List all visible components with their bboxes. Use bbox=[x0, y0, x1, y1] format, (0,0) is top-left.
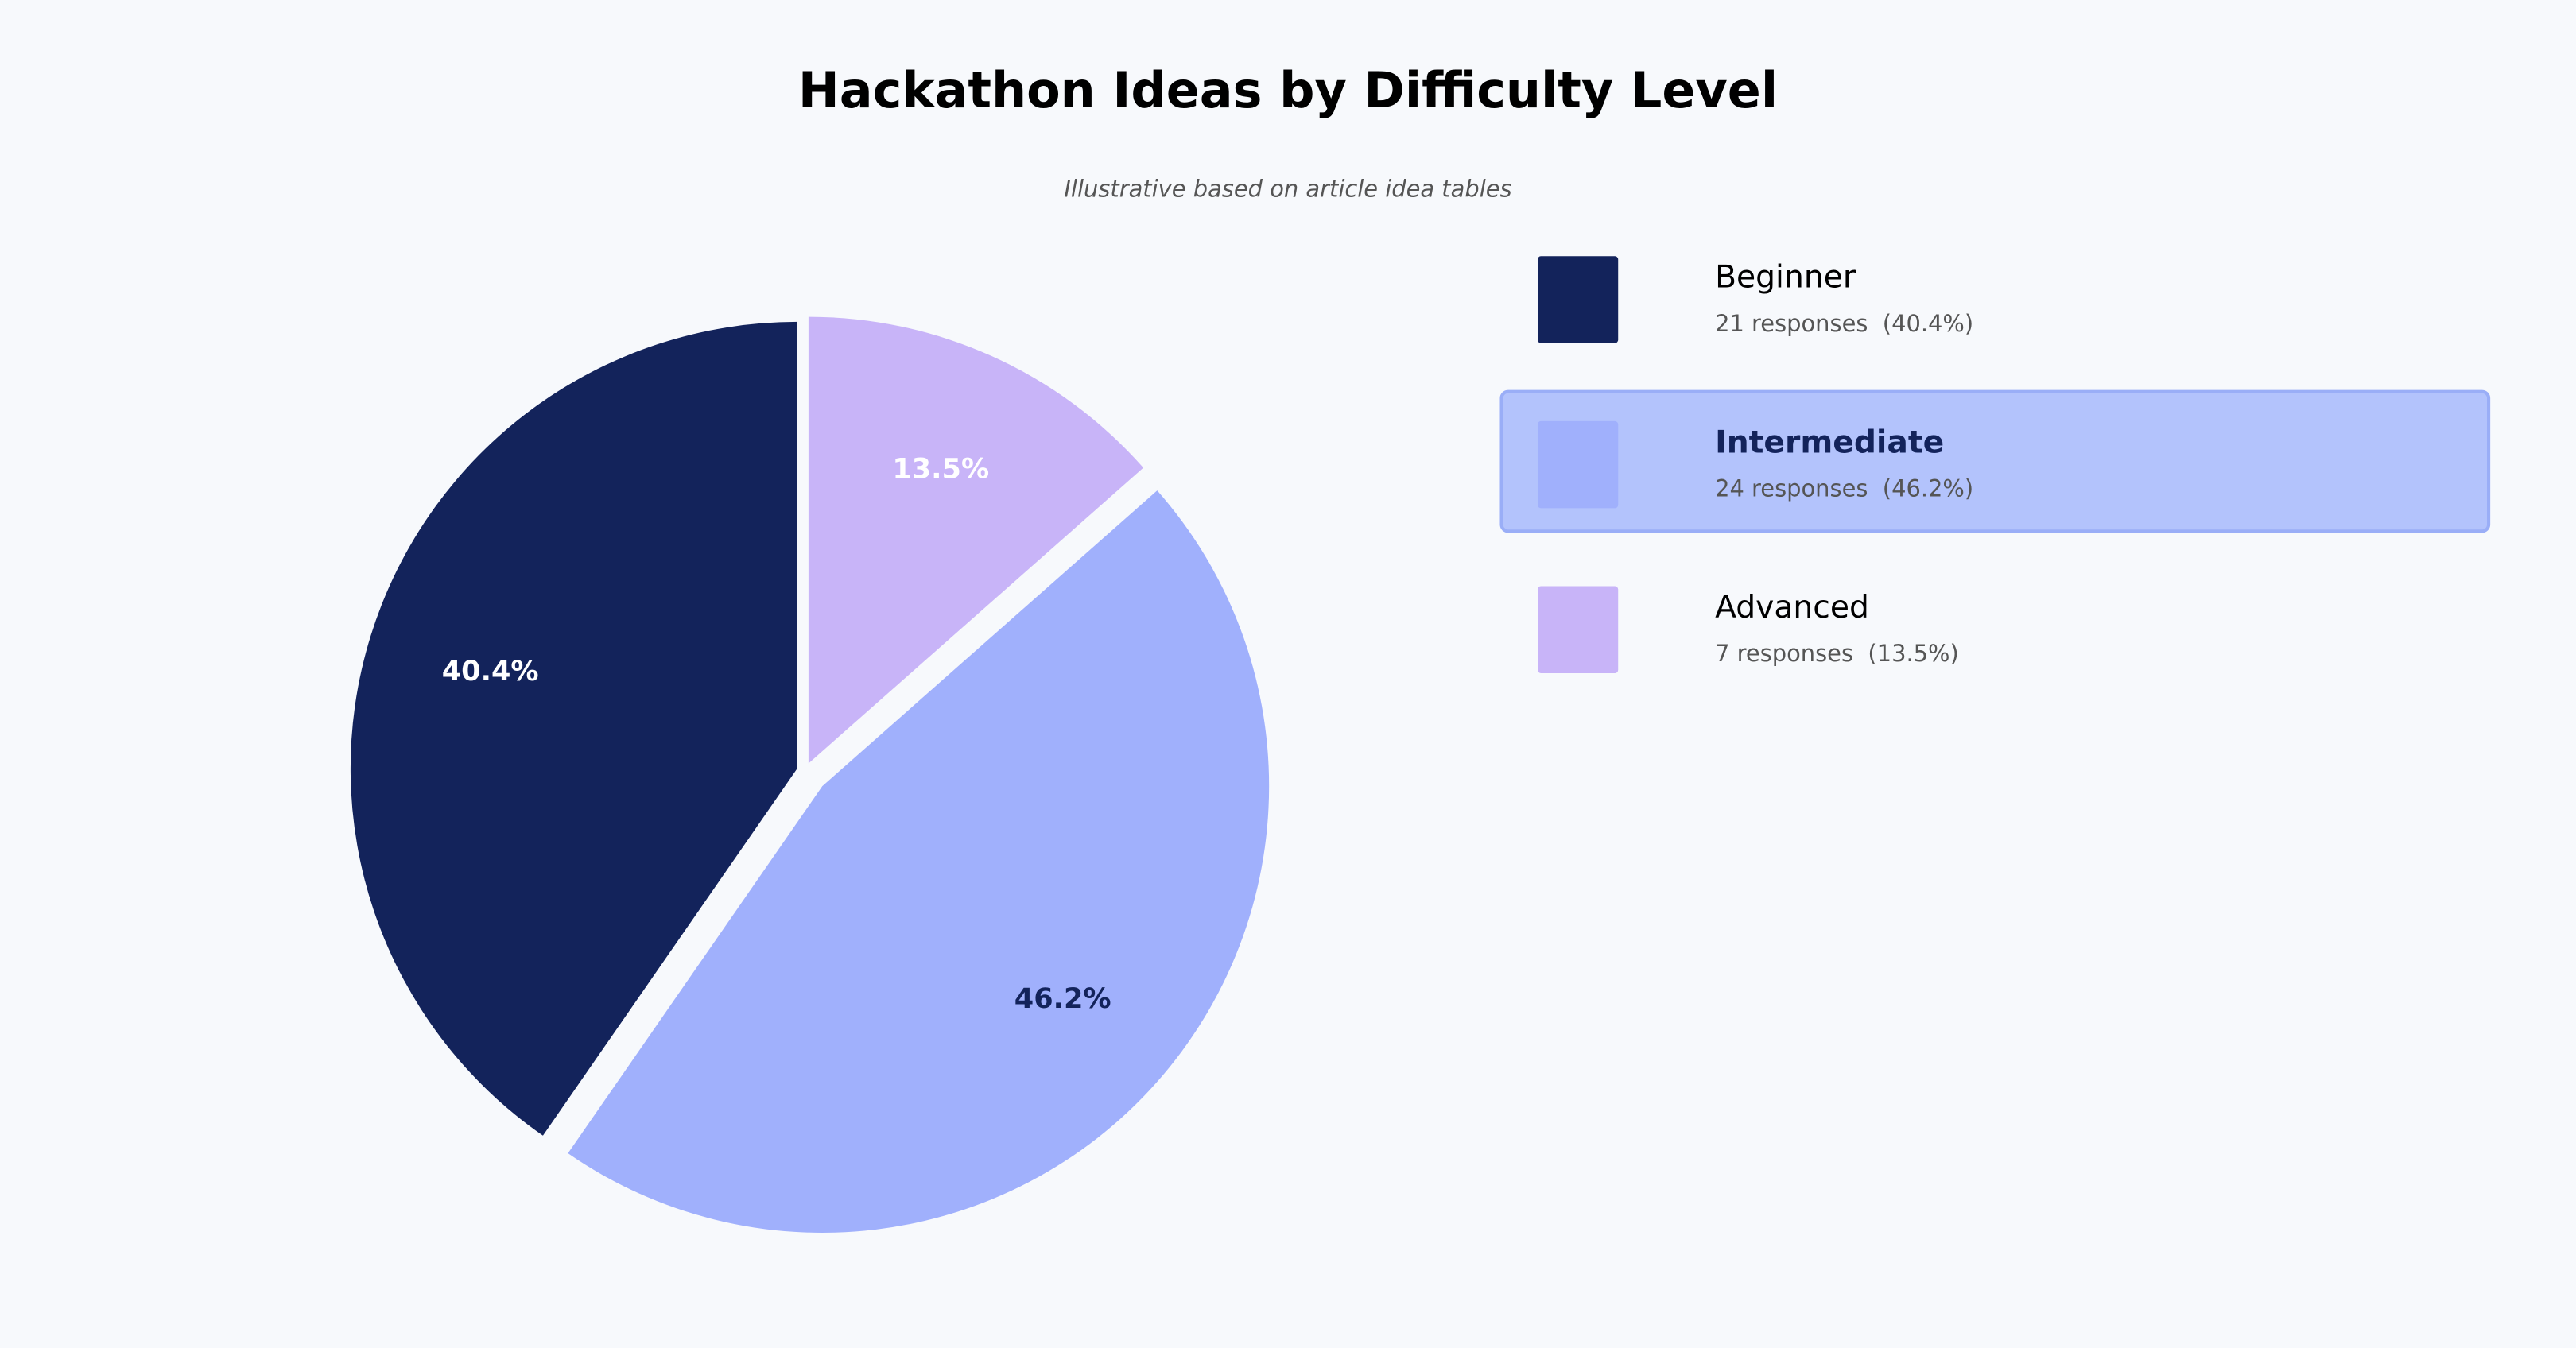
legend-swatch bbox=[1537, 256, 1619, 343]
legend-detail: 24 responses (46.2%) bbox=[1715, 475, 1973, 502]
legend-detail: 7 responses (13.5%) bbox=[1715, 640, 1959, 667]
legend-label: Intermediate bbox=[1715, 424, 1944, 460]
legend-swatch bbox=[1537, 586, 1619, 673]
legend-label: Advanced bbox=[1715, 590, 1869, 626]
pie-slice bbox=[808, 316, 1144, 764]
legend-highlight bbox=[1499, 389, 2491, 533]
legend-label: Beginner bbox=[1715, 260, 1856, 296]
slice-label: 40.4% bbox=[442, 655, 539, 688]
legend-detail: 21 responses (40.4%) bbox=[1715, 310, 1973, 337]
slice-label: 13.5% bbox=[892, 453, 989, 486]
pie-slice bbox=[568, 490, 1270, 1233]
chart-title: Hackathon Ideas by Difficulty Level bbox=[798, 61, 1778, 119]
slice-label: 46.2% bbox=[1014, 982, 1111, 1015]
legend-swatch bbox=[1537, 420, 1619, 509]
chart-subtitle: Illustrative based on article idea table… bbox=[1064, 176, 1511, 203]
pie-slice bbox=[350, 321, 797, 1136]
